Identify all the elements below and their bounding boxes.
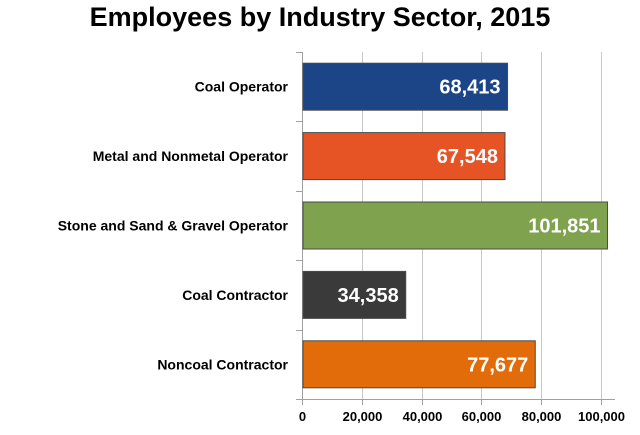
bar	[302, 132, 506, 181]
bar	[302, 201, 609, 250]
bar	[302, 270, 407, 319]
x-tick-label: 100,000	[578, 409, 625, 424]
category-label: Noncoal Contractor	[157, 356, 288, 372]
bar	[302, 62, 509, 111]
x-tick-label: 40,000	[403, 409, 443, 424]
bars	[302, 62, 609, 389]
x-tick-label: 0	[299, 409, 306, 424]
data-label: 34,358	[338, 285, 399, 307]
category-label: Coal Operator	[195, 79, 289, 95]
category-label: Metal and Nonmetal Operator	[93, 148, 289, 164]
x-tick-label: 60,000	[462, 409, 502, 424]
axes: 0 20,000 40,000 60,000 80,000 100,000	[296, 52, 625, 424]
x-tick-label: 20,000	[343, 409, 383, 424]
data-label: 67,548	[437, 146, 498, 168]
labels: 68,413 Coal Operator 67,548 Metal and Nonme…	[58, 77, 601, 377]
x-tick-label: 80,000	[522, 409, 562, 424]
category-label: Coal Contractor	[182, 287, 288, 303]
chart-title: Employees by Industry Sector, 2015	[89, 2, 551, 32]
bar	[302, 340, 536, 389]
data-label: 77,677	[467, 354, 528, 376]
data-label: 68,413	[439, 77, 500, 99]
data-label: 101,851	[528, 216, 600, 238]
category-label: Stone and Sand & Gravel Operator	[58, 218, 289, 234]
